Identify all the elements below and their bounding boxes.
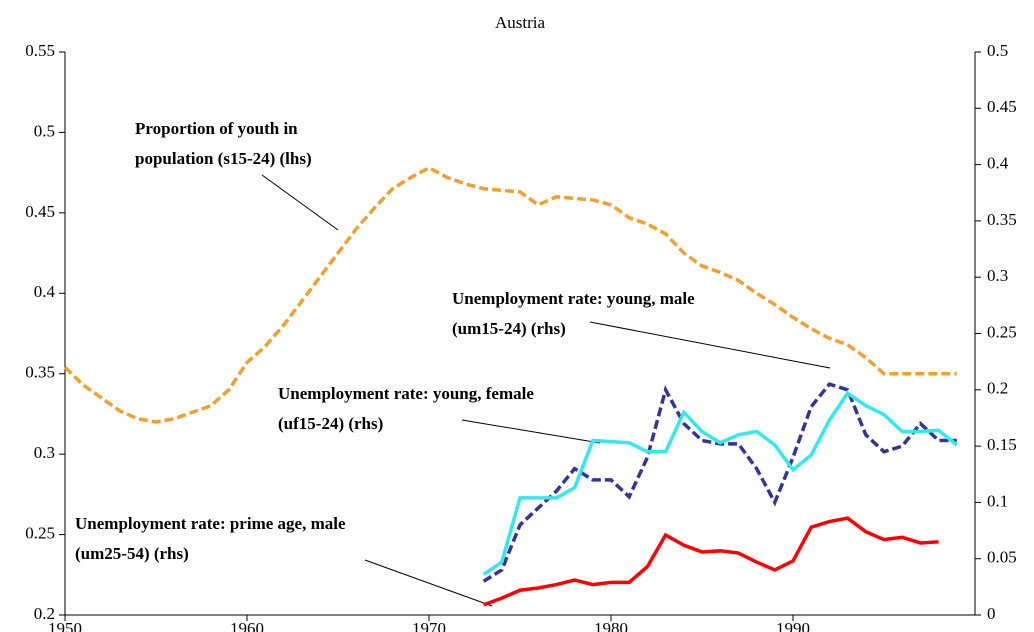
leader-line <box>461 419 601 444</box>
annotation: population (s15-24) (lhs) <box>135 149 312 168</box>
y2-tick-label: 0.5 <box>987 41 1008 60</box>
annotation: Proportion of youth in <box>135 119 298 138</box>
x-tick-label: 1970 <box>412 619 446 632</box>
annotation: Unemployment rate: prime age, male <box>75 514 346 533</box>
y-tick-label: 0.3 <box>34 443 55 462</box>
y2-tick-label: 0.1 <box>987 491 1008 510</box>
y-tick-label: 0.25 <box>25 523 55 542</box>
y2-tick-label: 0.15 <box>987 435 1017 454</box>
series-line <box>482 390 958 576</box>
annotation: (um15-24) (rhs) <box>452 319 566 338</box>
y-tick-label: 0.55 <box>25 41 55 60</box>
y-tick-label: 0.2 <box>34 604 55 623</box>
x-tick-label: 1950 <box>48 619 82 632</box>
x-tick-label: 1960 <box>230 619 264 632</box>
annotation: Unemployment rate: young, male <box>452 289 695 308</box>
chart-title: Austria <box>495 13 546 32</box>
y2-tick-label: 0.05 <box>987 548 1017 567</box>
y2-tick-label: 0.45 <box>987 97 1017 116</box>
leader-line <box>364 559 493 607</box>
y2-tick-label: 0.25 <box>987 322 1017 341</box>
leader-line <box>261 174 339 231</box>
leader-line <box>589 321 831 369</box>
y2-tick-label: 0.35 <box>987 210 1017 229</box>
y-tick-label: 0.35 <box>25 363 55 382</box>
x-tick-label: 1980 <box>594 619 628 632</box>
y-tick-label: 0.45 <box>25 202 55 221</box>
y2-tick-label: 0 <box>987 604 996 623</box>
annotation: Unemployment rate: young, female <box>278 384 534 403</box>
annotation: (um25-54) (rhs) <box>75 544 189 563</box>
annotation: (uf15-24) (rhs) <box>278 414 383 433</box>
series-line <box>482 516 939 607</box>
y2-tick-label: 0.2 <box>987 379 1008 398</box>
y-tick-label: 0.4 <box>34 282 56 301</box>
y2-tick-label: 0.4 <box>987 154 1009 173</box>
x-tick-label: 1990 <box>776 619 810 632</box>
y-tick-label: 0.5 <box>34 121 55 140</box>
series-line <box>63 165 957 424</box>
y2-tick-label: 0.3 <box>987 266 1008 285</box>
